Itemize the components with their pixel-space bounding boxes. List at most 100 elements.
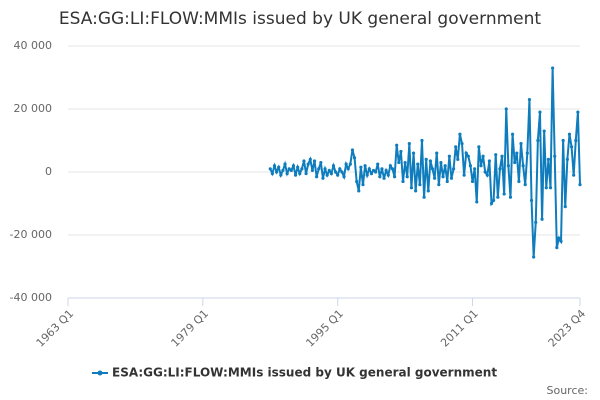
series-line: [269, 68, 581, 258]
data-point: [435, 151, 439, 155]
data-point: [350, 148, 355, 152]
data-point: [559, 239, 563, 243]
data-point: [519, 142, 523, 146]
data-point: [433, 176, 437, 180]
data-point: [359, 165, 363, 169]
data-point: [460, 142, 464, 146]
data-point: [293, 173, 298, 177]
data-point: [572, 173, 576, 177]
data-point: [445, 179, 449, 184]
data-point: [289, 168, 293, 173]
data-point: [500, 154, 504, 158]
data-point: [340, 170, 344, 174]
data-point: [449, 176, 454, 180]
data-point: [506, 164, 510, 168]
data-point: [538, 110, 542, 114]
data-point: [477, 145, 481, 149]
data-point: [441, 175, 445, 179]
data-point: [319, 160, 323, 165]
y-tick-label: 40 000: [14, 39, 53, 52]
data-point: [414, 189, 418, 193]
data-point: [304, 171, 308, 176]
data-point: [489, 201, 494, 206]
data-point: [283, 162, 287, 166]
data-point: [365, 173, 369, 177]
data-point: [355, 179, 359, 184]
data-point: [329, 171, 333, 176]
data-point: [268, 167, 272, 171]
data-point: [369, 171, 374, 176]
y-tick-label: 0: [45, 165, 52, 178]
data-point: [576, 110, 580, 114]
y-tick-label: -40 000: [10, 291, 52, 304]
data-point: [479, 164, 483, 168]
data-point: [302, 159, 306, 163]
data-point: [468, 164, 473, 168]
data-point: [296, 165, 300, 169]
data-point: [569, 145, 574, 149]
data-point: [405, 175, 409, 179]
data-point: [475, 200, 479, 204]
data-point: [510, 132, 515, 136]
data-point: [462, 173, 466, 177]
y-tick-label: -20 000: [10, 228, 52, 241]
data-point: [424, 157, 428, 161]
data-point: [451, 167, 456, 171]
source: Source:: [547, 384, 589, 397]
data-point: [403, 160, 407, 165]
data-point: [298, 171, 302, 176]
data-point: [346, 167, 350, 171]
data-point: [525, 151, 529, 155]
data-point: [397, 160, 401, 165]
data-point: [342, 175, 346, 179]
data-point: [321, 176, 325, 180]
data-point: [422, 195, 426, 199]
data-point: [315, 175, 319, 179]
data-point: [420, 138, 424, 143]
data-point: [565, 157, 569, 161]
data-point: [392, 175, 397, 179]
data-point: [496, 195, 500, 199]
legend-label: ESA:GG:LI:FLOW:MMIs issued by UK general…: [112, 366, 497, 380]
data-point: [523, 183, 527, 187]
data-point: [534, 220, 538, 224]
data-point: [277, 165, 281, 169]
data-point: [390, 167, 395, 171]
data-point: [344, 162, 348, 166]
data-point: [378, 175, 382, 179]
data-point: [481, 154, 485, 158]
data-point: [578, 183, 582, 187]
data-point: [527, 97, 532, 102]
data-point: [574, 138, 578, 143]
chart-title: ESA:GG:LI:FLOW:MMIs issued by UK general…: [59, 9, 541, 29]
data-point: [521, 164, 525, 168]
data-point: [504, 107, 508, 111]
data-point: [553, 154, 557, 158]
data-point: [376, 162, 380, 166]
data-point: [308, 157, 312, 161]
data-point: [327, 168, 331, 173]
data-point: [540, 217, 544, 221]
data-point: [557, 236, 561, 240]
data-point: [325, 173, 329, 177]
data-point: [470, 179, 475, 184]
data-point: [279, 173, 283, 177]
data-point: [382, 176, 386, 180]
data-point: [367, 167, 371, 171]
data-point: [464, 151, 468, 155]
legend-marker: [97, 370, 103, 376]
data-point: [544, 186, 548, 190]
data-point: [361, 183, 365, 187]
data-point: [492, 198, 496, 202]
data-point: [312, 159, 317, 163]
data-point: [458, 132, 462, 136]
data-point: [536, 138, 540, 143]
data-point: [546, 157, 550, 161]
data-point: [291, 164, 296, 168]
data-point: [416, 162, 420, 166]
data-point: [306, 162, 310, 166]
data-point: [281, 168, 285, 173]
data-point: [515, 151, 519, 155]
data-point: [310, 168, 315, 173]
data-point: [395, 143, 399, 147]
